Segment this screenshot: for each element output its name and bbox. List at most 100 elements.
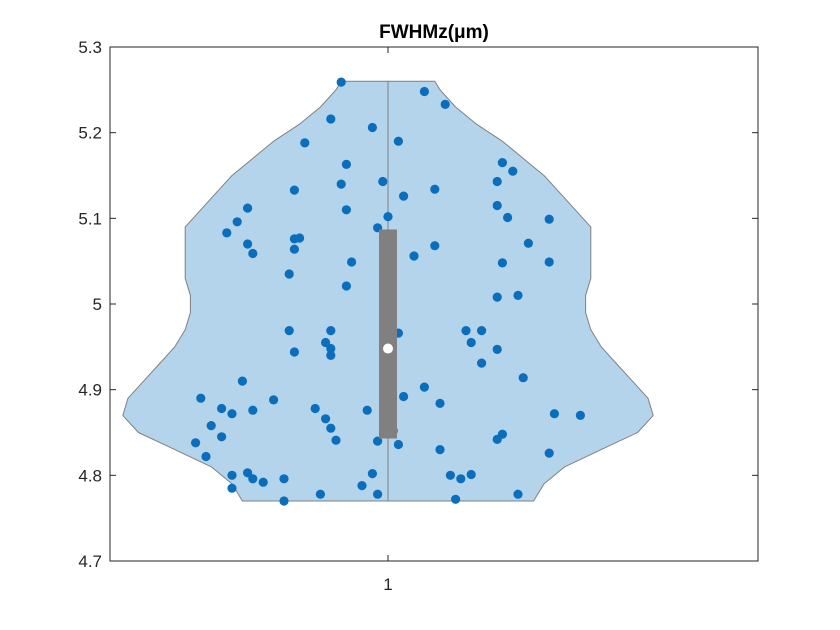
y-tick-label: 5.3 <box>78 38 102 57</box>
data-point <box>456 474 466 484</box>
data-point <box>279 474 289 484</box>
y-tick-label: 4.8 <box>78 466 102 485</box>
data-point <box>243 239 253 249</box>
data-point <box>367 469 377 479</box>
data-point <box>279 496 289 506</box>
data-point <box>326 326 336 336</box>
data-point <box>289 185 299 195</box>
data-point <box>409 251 419 261</box>
data-point <box>217 432 227 442</box>
data-point <box>362 405 372 415</box>
data-point <box>435 445 445 455</box>
data-point <box>373 436 383 446</box>
data-point <box>497 429 507 439</box>
data-point <box>341 159 351 169</box>
data-point <box>217 403 227 414</box>
data-point <box>575 410 586 420</box>
data-point <box>248 405 258 415</box>
data-point <box>248 474 258 484</box>
data-point <box>508 166 518 176</box>
x-axis: 1 <box>383 47 393 594</box>
data-point <box>295 233 305 243</box>
data-point <box>497 258 507 268</box>
data-point <box>315 489 325 499</box>
box-layer <box>379 229 397 439</box>
y-tick-label: 4.7 <box>78 552 102 571</box>
data-point <box>492 176 502 187</box>
data-point <box>477 326 487 336</box>
data-point <box>321 414 331 424</box>
data-point <box>419 86 429 97</box>
data-point <box>269 395 279 405</box>
y-axis: 4.7 4.8 4.9 5 5.1 5.2 5.3 <box>78 38 758 571</box>
data-point <box>336 77 346 87</box>
y-tick-label: 5.2 <box>78 124 102 143</box>
data-point <box>492 200 502 211</box>
data-point <box>341 281 351 291</box>
data-point <box>289 244 299 254</box>
data-point <box>393 439 403 450</box>
data-point <box>227 483 237 493</box>
data-point <box>430 241 440 251</box>
data-point <box>393 136 403 146</box>
data-point <box>466 469 476 480</box>
data-point <box>201 451 211 462</box>
data-point <box>243 203 253 213</box>
data-point <box>196 393 206 403</box>
data-point <box>243 468 253 478</box>
data-point <box>477 358 487 368</box>
data-point <box>373 489 383 499</box>
data-point <box>341 205 351 215</box>
data-point <box>321 337 331 348</box>
data-point <box>191 438 201 448</box>
data-point <box>310 403 320 414</box>
data-point <box>206 421 216 431</box>
data-point <box>232 217 242 227</box>
data-point <box>544 257 554 267</box>
iqr-box <box>379 229 397 439</box>
data-point <box>284 326 294 336</box>
data-point <box>227 470 237 480</box>
data-point <box>513 290 523 300</box>
data-point <box>419 382 429 392</box>
data-point <box>326 350 336 360</box>
data-point <box>549 409 560 419</box>
data-point <box>492 292 502 302</box>
data-point <box>461 326 471 336</box>
data-point <box>399 191 409 201</box>
data-point <box>544 448 554 458</box>
y-tick-label: 5.1 <box>78 209 102 228</box>
x-tick-label: 1 <box>383 575 392 594</box>
data-point <box>367 122 377 133</box>
median-marker <box>383 343 393 354</box>
data-point <box>326 114 336 124</box>
data-point <box>336 179 346 189</box>
data-point <box>399 391 409 402</box>
data-point <box>326 423 336 433</box>
y-tick-label: 4.9 <box>78 381 102 400</box>
data-point <box>451 494 461 504</box>
data-point <box>331 435 341 445</box>
data-point <box>466 337 476 348</box>
data-point <box>492 344 502 354</box>
data-point <box>222 228 232 238</box>
data-point <box>503 212 513 223</box>
data-point <box>284 269 294 279</box>
data-point <box>248 248 258 259</box>
y-tick-label: 5 <box>93 295 102 314</box>
data-point <box>445 470 455 480</box>
data-point <box>544 214 554 224</box>
data-point <box>497 158 507 168</box>
data-point <box>513 489 523 499</box>
data-point <box>289 347 299 357</box>
data-point <box>300 138 310 148</box>
data-point <box>383 212 393 222</box>
chart-title: FWHMz(μm) <box>379 22 489 43</box>
points-layer <box>191 77 586 506</box>
data-point <box>378 176 388 187</box>
data-point <box>440 99 450 109</box>
data-point <box>227 409 237 419</box>
data-point <box>326 343 336 354</box>
data-point <box>237 376 247 386</box>
